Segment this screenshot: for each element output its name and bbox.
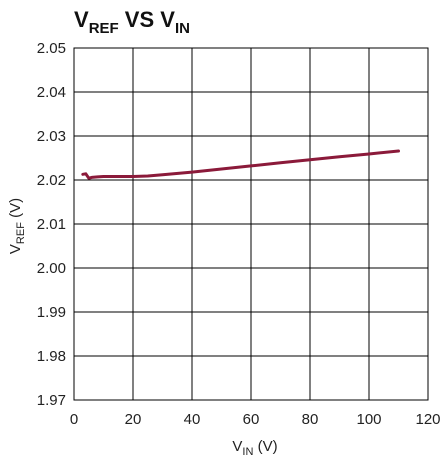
y-axis-ticks: 1.97 1.98 1.99 2.00 2.01 2.02 2.03 2.04 2.05 (37, 40, 66, 409)
y-tick-label: 1.97 (37, 392, 66, 409)
x-tick-label: 100 (356, 411, 381, 428)
y-tick-label: 1.98 (37, 348, 66, 365)
y-tick-label: 2.05 (37, 40, 66, 57)
series-line (81, 149, 400, 180)
y-tick-label: 2.03 (37, 128, 66, 145)
y-tick-label: 1.99 (37, 304, 66, 321)
x-axis-label: VIN (V) (232, 438, 277, 458)
x-tick-label: 120 (415, 411, 440, 428)
x-tick-label: 60 (243, 411, 260, 428)
x-axis-ticks: 0 20 40 60 80 100 120 (70, 411, 441, 428)
chart-title: VREF VS VIN (74, 7, 190, 37)
y-tick-label: 2.02 (37, 172, 66, 189)
y-tick-label: 2.01 (37, 216, 66, 233)
y-tick-label: 2.04 (37, 84, 66, 101)
x-tick-label: 0 (70, 411, 78, 428)
x-tick-label: 20 (125, 411, 142, 428)
grid (73, 47, 429, 401)
y-tick-label: 2.00 (37, 260, 66, 277)
series-layer (81, 149, 400, 180)
plot-frame (73, 47, 429, 401)
x-tick-label: 80 (302, 411, 319, 428)
x-tick-label: 40 (184, 411, 201, 428)
y-axis-label: VREF (V) (7, 198, 27, 254)
